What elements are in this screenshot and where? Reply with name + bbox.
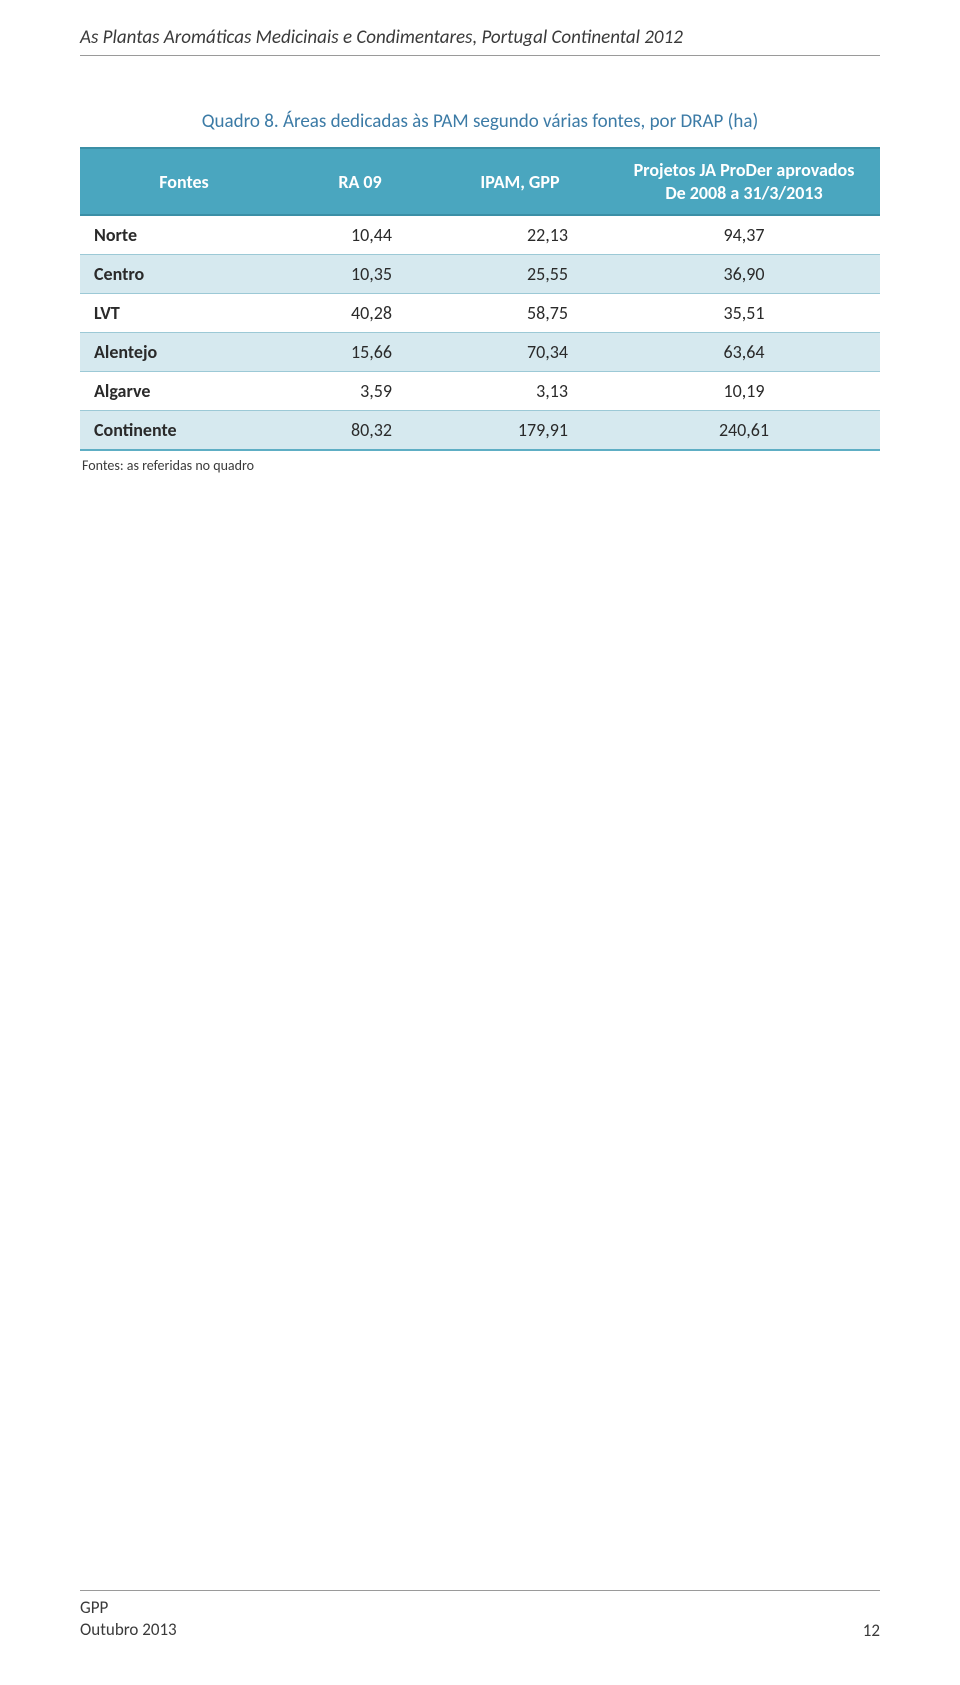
running-header: As Plantas Aromáticas Medicinais e Condi… bbox=[80, 26, 880, 56]
cell-ipam: 58,75 bbox=[432, 294, 608, 333]
cell-ipam: 3,13 bbox=[432, 372, 608, 411]
col-header-proj-line2: De 2008 a 31/3/2013 bbox=[665, 182, 822, 204]
cell-ipam: 179,91 bbox=[432, 411, 608, 451]
col-header-proj: Projetos JA ProDer aprovados De 2008 a 3… bbox=[608, 148, 880, 215]
cell-proj: 36,90 bbox=[608, 255, 880, 294]
col-header-fontes: Fontes bbox=[80, 148, 288, 215]
cell-label: Algarve bbox=[80, 372, 288, 411]
table-row: LVT 40,28 58,75 35,51 bbox=[80, 294, 880, 333]
cell-proj: 63,64 bbox=[608, 333, 880, 372]
cell-ipam: 22,13 bbox=[432, 215, 608, 255]
table-note: Fontes: as referidas no quadro bbox=[80, 457, 880, 474]
page-footer: GPP Outubro 2013 12 bbox=[80, 1590, 880, 1641]
cell-label: Continente bbox=[80, 411, 288, 451]
cell-label: Centro bbox=[80, 255, 288, 294]
cell-ra: 40,28 bbox=[288, 294, 432, 333]
table-row: Centro 10,35 25,55 36,90 bbox=[80, 255, 880, 294]
table-row: Alentejo 15,66 70,34 63,64 bbox=[80, 333, 880, 372]
cell-proj: 35,51 bbox=[608, 294, 880, 333]
table-row: Algarve 3,59 3,13 10,19 bbox=[80, 372, 880, 411]
col-header-proj-line1: Projetos JA ProDer aprovados bbox=[634, 159, 855, 181]
cell-proj: 10,19 bbox=[608, 372, 880, 411]
footer-left: GPP Outubro 2013 bbox=[80, 1597, 177, 1641]
cell-ra: 80,32 bbox=[288, 411, 432, 451]
cell-ra: 10,44 bbox=[288, 215, 432, 255]
main-content: Quadro 8. Áreas dedicadas às PAM segundo… bbox=[80, 110, 880, 474]
footer-org: GPP bbox=[80, 1597, 108, 1618]
cell-ra: 10,35 bbox=[288, 255, 432, 294]
cell-ipam: 25,55 bbox=[432, 255, 608, 294]
cell-ra: 3,59 bbox=[288, 372, 432, 411]
cell-ra: 15,66 bbox=[288, 333, 432, 372]
table-title: Quadro 8. Áreas dedicadas às PAM segundo… bbox=[80, 110, 880, 133]
table-row: Norte 10,44 22,13 94,37 bbox=[80, 215, 880, 255]
cell-label: Norte bbox=[80, 215, 288, 255]
col-header-ra: RA 09 bbox=[288, 148, 432, 215]
footer-page-number: 12 bbox=[863, 1620, 880, 1641]
cell-ipam: 70,34 bbox=[432, 333, 608, 372]
col-header-ipam: IPAM, GPP bbox=[432, 148, 608, 215]
footer-date: Outubro 2013 bbox=[80, 1619, 177, 1640]
cell-label: LVT bbox=[80, 294, 288, 333]
data-table: Fontes RA 09 IPAM, GPP Projetos JA ProDe… bbox=[80, 147, 880, 451]
cell-proj: 94,37 bbox=[608, 215, 880, 255]
cell-label: Alentejo bbox=[80, 333, 288, 372]
table-row: Continente 80,32 179,91 240,61 bbox=[80, 411, 880, 451]
cell-proj: 240,61 bbox=[608, 411, 880, 451]
table-header-row: Fontes RA 09 IPAM, GPP Projetos JA ProDe… bbox=[80, 148, 880, 215]
